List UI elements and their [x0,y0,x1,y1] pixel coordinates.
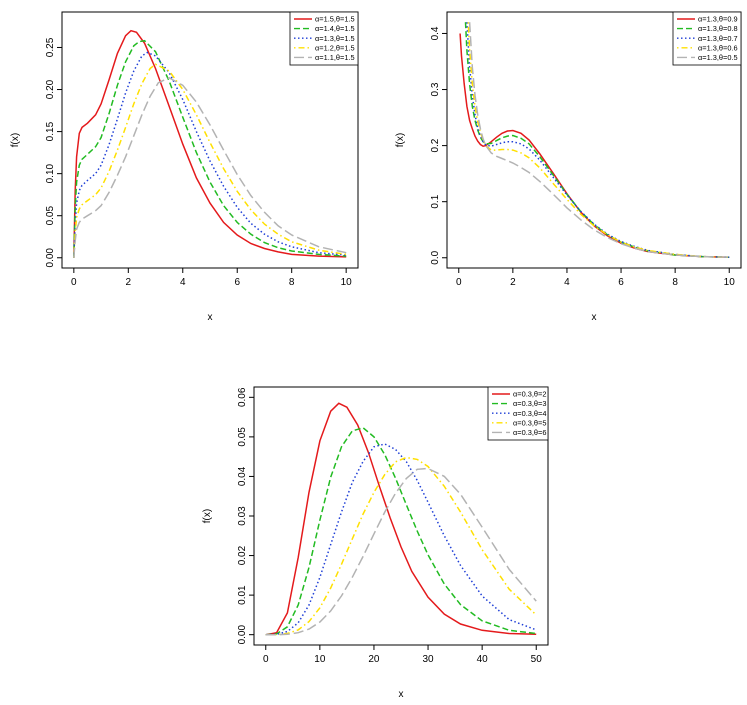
x-axis: 0 10 20 30 40 50 x [263,644,543,700]
x-tick-label: 6 [234,277,240,288]
legend-label: α=1.3,θ=1.5 [315,34,355,43]
legend-label: α=1.5,θ=1.5 [315,15,355,24]
x-axis: 0 2 4 6 8 10 x [71,267,353,323]
x-tick-label: 2 [510,277,516,288]
x-tick-label: 30 [422,654,434,665]
x-tick-label: 6 [618,277,624,288]
legend-label: α=0.3,θ=3 [513,399,546,408]
y-tick-label: 0.3 [430,82,441,96]
series-line-1 [265,402,537,636]
y-tick-label: 0.04 [237,466,248,486]
series-line-3 [73,51,347,258]
legend-label: α=0.3,θ=5 [513,418,546,427]
legend: α=1.5,θ=1.5α=1.4,θ=1.5α=1.3,θ=1.5α=1.2,θ… [289,11,359,66]
y-tick-label: 0.10 [45,163,56,183]
series-line-5 [73,76,347,258]
y-tick-label: 0.02 [237,545,248,565]
x-tick-label: 0 [263,654,269,665]
y-tick-label: 0.1 [430,194,441,208]
y-tick-label: 0.15 [45,121,56,141]
x-tick-label: 8 [672,277,678,288]
legend-box [672,11,742,66]
legend-label: α=1.3,θ=0.6 [698,43,738,52]
x-tick-label: 10 [314,654,326,665]
y-tick-label: 0.05 [45,206,56,226]
y-tick-label: 0.25 [45,37,56,57]
y-tick-label: 0.20 [45,79,56,99]
legend-label: α=0.3,θ=6 [513,428,546,437]
series-line-2 [73,39,347,258]
legend-label: α=1.4,θ=1.5 [315,24,355,33]
series-line-2 [265,426,537,636]
series-line-4 [265,456,537,636]
legend-label: α=1.3,θ=0.8 [698,24,738,33]
series-line-5 [468,22,730,258]
y-axis-label: f(x) [202,509,213,523]
chart-panel-2: 0 2 4 6 8 10x0.00.10.20.30.4f(x)α=1.3,θ=0.9α=… [395,11,742,323]
legend-label: α=1.3,θ=0.7 [698,34,738,43]
x-tick-label: 2 [126,277,132,288]
y-tick-label: 0.0 [430,250,441,264]
x-axis: 0 2 4 6 8 10 x [456,267,736,323]
series-line-5 [265,467,537,636]
chart-panel-3: 0 10 20 30 40 50 x 0.00 0.01 0.02 0.03 0.04 0.05 0.06… [202,386,549,700]
y-axis-label: f(x) [395,133,406,147]
series-line-1 [459,33,730,258]
series-line-4 [467,22,730,258]
legend-label: α=1.3,θ=0.5 [698,53,738,62]
x-tick-label: 8 [289,277,295,288]
legend-label: α=1.2,θ=1.5 [315,43,355,52]
x-tick-label: 10 [724,277,736,288]
x-tick-label: 40 [477,654,489,665]
x-tick-label: 50 [531,654,543,665]
legend-box [289,11,359,66]
series-line-1 [73,29,347,258]
y-axis: 0.0 0.1 0.2 0.3 0.4 f(x) [395,26,448,265]
series-line-3 [265,443,537,636]
legend: α=1.3,θ=0.9α=1.3,θ=0.8α=1.3,θ=0.7α=1.3,θ… [672,11,742,66]
x-tick-label: 20 [368,654,380,665]
legend-label: α=0.3,θ=4 [513,409,546,418]
x-tick-label: 4 [180,277,186,288]
legend-box [487,386,549,441]
x-axis-label: x [592,312,597,323]
legend-label: α=1.3,θ=0.9 [698,15,738,24]
x-tick-label: 4 [564,277,570,288]
y-axis-label: f(x) [10,133,21,147]
y-axis: 0.00 0.05 0.10 0.15 0.20 0.25 f(x) [10,37,63,268]
y-tick-label: 0.2 [430,138,441,152]
legend: α=0.3,θ=2α=0.3,θ=3α=0.3,θ=4α=0.3,θ=5α=0.… [487,386,549,441]
y-tick-label: 0.00 [45,248,56,268]
y-tick-label: 0.06 [237,387,248,407]
y-tick-label: 0.4 [430,26,441,40]
y-tick-label: 0.05 [237,427,248,447]
series-line-4 [73,63,347,258]
x-axis-label: x [399,689,404,700]
x-tick-label: 0 [71,277,77,288]
y-tick-label: 0.03 [237,506,248,526]
legend-label: α=0.3,θ=2 [513,390,546,399]
y-axis: 0.00 0.01 0.02 0.03 0.04 0.05 0.06 f(x) [202,387,255,645]
y-tick-label: 0.00 [237,625,248,645]
chart-panel-1: 0 2 4 6 8 10 x 0.00 0.05 0.10 0.15 0.20 0.25 f(x) α=1.… [10,11,359,323]
x-tick-label: 0 [456,277,462,288]
legend-label: α=1.1,θ=1.5 [315,53,355,62]
y-tick-label: 0.01 [237,585,248,605]
x-axis-label: x [208,312,213,323]
x-tick-label: 10 [341,277,353,288]
